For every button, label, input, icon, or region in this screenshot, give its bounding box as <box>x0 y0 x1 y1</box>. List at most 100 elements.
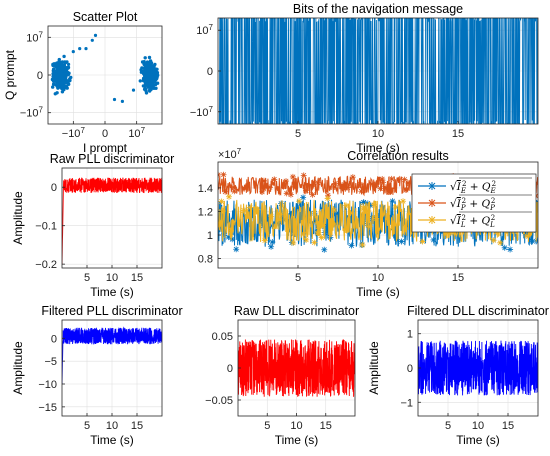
filtdll-y-axis-label: Amplitude <box>367 341 381 395</box>
rawpll-y-tick-label: −0.1 <box>35 221 57 233</box>
bits-chart: 5 10 15 −107 0 107 Bits of the navigation mess… <box>190 2 539 155</box>
bits-series-line-0 <box>218 18 538 124</box>
scatter-x-tick-label: 107 <box>128 126 145 141</box>
corr-legend-label-0: √IE2 + QE2 <box>450 180 496 195</box>
corr-star-marker <box>401 176 408 183</box>
rawdll-x-tick-label: 10 <box>290 420 302 432</box>
corr-star-marker <box>296 198 303 205</box>
rawdll-title: Raw DLL discriminator <box>234 304 359 318</box>
scatter-y-tick-label: −107 <box>20 105 44 120</box>
scatter-point <box>84 47 88 51</box>
corr-star-marker <box>278 200 285 207</box>
scatter-point <box>51 69 55 73</box>
corr-legend-marker-0 <box>428 182 436 190</box>
scatter-point <box>131 88 136 92</box>
rawdll-y-tick-label: 0.05 <box>212 331 233 343</box>
corr-star-marker <box>303 236 310 243</box>
corr-star-marker <box>261 237 268 244</box>
corr-star-marker <box>380 179 387 186</box>
corr-star-marker <box>283 190 290 197</box>
corr-star-marker <box>266 184 273 191</box>
corr-star-marker <box>324 195 331 202</box>
scatter-point <box>65 86 69 90</box>
corr-star-marker <box>220 208 227 215</box>
filtpll-y-tick-label: 0 <box>51 333 57 345</box>
corr-star-marker <box>497 239 504 246</box>
corr-star-marker <box>377 185 384 192</box>
superscript-2: 2 <box>492 180 496 188</box>
bits-x-tick-label: 10 <box>372 128 384 140</box>
scatter-point <box>144 91 149 95</box>
corr-legend-label-2: √IL2 + QL2 <box>450 214 495 229</box>
scatter-point <box>145 82 149 87</box>
rawdll-chart: 5 10 15 −0.05 0 0.05 Raw DLL discriminator Time… <box>205 304 359 447</box>
corr-star-marker <box>331 183 338 190</box>
corr-title: Correlation results <box>347 149 448 163</box>
corr-star-marker <box>349 174 356 181</box>
corr-star-marker <box>303 187 310 194</box>
corr-star-marker <box>229 236 236 243</box>
bits-y-tick-exponent: 7 <box>209 23 214 32</box>
filtdll-title: Filtered DLL discriminator <box>407 304 549 318</box>
corr-star-marker <box>344 184 351 191</box>
corr-star-marker <box>240 207 247 214</box>
corr-star-marker <box>268 243 275 250</box>
scatter-point <box>147 82 152 86</box>
rawdll-x-tick-label: 15 <box>320 420 332 432</box>
corr-star-marker <box>321 246 328 253</box>
corr-star-marker <box>283 178 290 185</box>
corr-star-marker <box>271 176 278 183</box>
corr-star-marker <box>259 188 266 195</box>
corr-star-marker <box>260 177 267 184</box>
corr-star-marker <box>357 181 364 188</box>
corr-star-marker <box>332 180 339 187</box>
scatter-point <box>147 68 151 72</box>
corr-star-marker <box>343 202 350 209</box>
corr-star-marker <box>364 200 371 207</box>
scatter-point <box>55 62 60 67</box>
corr-star-marker <box>318 234 325 241</box>
rawpll-chart: 5 10 15 −0.2 −0.1 0 Raw PLL discriminator Time … <box>11 152 174 299</box>
corr-star-marker <box>289 173 296 180</box>
corr-star-marker <box>315 223 322 230</box>
corr-star-marker <box>231 188 238 195</box>
corr-star-marker <box>300 172 307 179</box>
rawdll-series-line-0 <box>238 339 355 397</box>
corr-legend-marker-2 <box>428 216 436 224</box>
superscript-2: 2 <box>462 197 466 205</box>
filtdll-y-tick-label: 1 <box>407 329 413 341</box>
corr-star-marker <box>269 239 276 246</box>
bits-y-tick-exponent: 7 <box>209 104 214 113</box>
scatter-point <box>58 75 62 80</box>
scatter-point <box>56 85 61 89</box>
corr-star-marker <box>327 234 334 241</box>
scatter-point <box>57 71 62 75</box>
scatter-y-tick-label: 107 <box>26 30 43 45</box>
corr-axis-exponent-label: ×107 <box>218 147 242 162</box>
corr-star-marker <box>490 237 497 244</box>
corr-star-marker <box>447 230 454 237</box>
scatter-point <box>145 77 149 81</box>
corr-axis-exponent: 7 <box>237 147 242 156</box>
bits-y-tick-label: 107 <box>196 23 213 38</box>
scatter-point <box>151 70 155 74</box>
corr-star-marker <box>325 192 332 199</box>
corr-y-tick-label: 1 <box>207 230 213 242</box>
corr-x-axis-label: Time (s) <box>356 285 400 299</box>
scatter-point <box>64 66 68 71</box>
corr-x-tick-label: 5 <box>295 272 301 284</box>
filtdll-x-axis-label: Time (s) <box>456 433 500 447</box>
corr-star-marker <box>404 179 411 186</box>
scatter-point <box>62 87 66 92</box>
filtpll-y-axis-label: Amplitude <box>11 341 25 395</box>
scatter-point <box>60 84 65 88</box>
filtdll-y-tick-label: −1 <box>400 397 413 409</box>
corr-star-marker <box>291 182 298 189</box>
scatter-point <box>62 54 66 59</box>
corr-star-marker <box>370 201 377 208</box>
scatter-point <box>152 86 156 91</box>
corr-y-tick-label: 1.4 <box>198 183 213 195</box>
corr-star-marker <box>311 239 318 246</box>
corr-star-marker <box>507 246 514 253</box>
scatter-point <box>57 57 61 62</box>
